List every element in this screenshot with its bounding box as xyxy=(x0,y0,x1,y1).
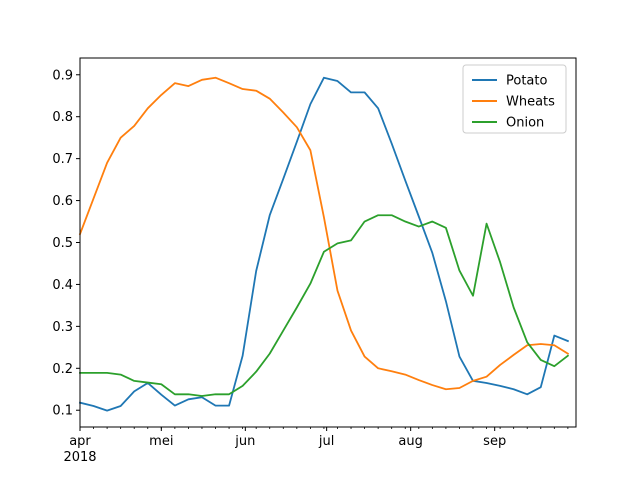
y-tick-label: 0.3 xyxy=(52,320,73,335)
y-tick-label: 0.1 xyxy=(52,404,73,419)
legend-label-wheats: Wheats xyxy=(506,95,555,110)
legend-box xyxy=(462,64,567,134)
x-tick-label: aug xyxy=(398,434,422,449)
x-tick-label: mei xyxy=(149,434,173,449)
legend-label-onion: Onion xyxy=(506,116,544,131)
y-tick-label: 0.5 xyxy=(52,236,73,251)
legend: Potato Wheats Onion xyxy=(462,64,567,134)
x-tick-label: apr xyxy=(69,434,91,449)
y-tick-label: 0.7 xyxy=(52,152,73,167)
y-tick-label: 0.6 xyxy=(52,194,73,209)
y-tick-label: 0.2 xyxy=(52,362,73,377)
y-tick-label: 0.9 xyxy=(52,68,73,83)
y-tick-label: 0.8 xyxy=(52,110,73,125)
series-line-wheats xyxy=(78,76,570,391)
series-line-potato xyxy=(78,76,570,412)
x-tick-label: sep xyxy=(483,434,506,449)
legend-label-potato: Potato xyxy=(506,74,547,89)
series-line-onion xyxy=(79,214,570,397)
plot-area xyxy=(78,76,570,412)
x-tick-sublabel: 2018 xyxy=(63,450,96,465)
x-tick-label: jun xyxy=(234,434,255,449)
x-tick-label: jul xyxy=(318,434,334,449)
y-tick-label: 0.4 xyxy=(52,278,73,293)
